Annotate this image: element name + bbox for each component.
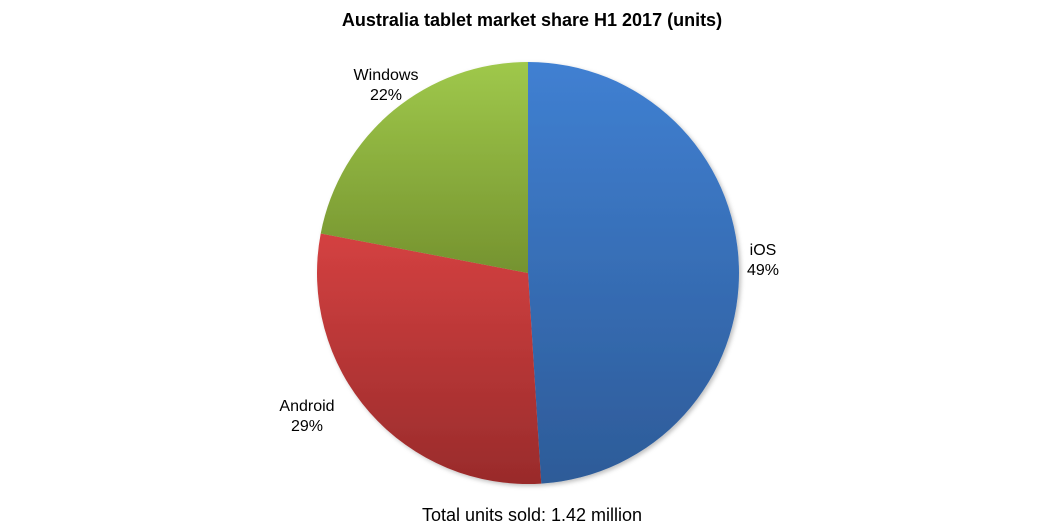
pie-slice-ios (528, 62, 740, 484)
slice-value-windows: 22% (370, 87, 402, 104)
slice-label-ios: iOS (750, 242, 777, 259)
pie-slice-windows (320, 62, 528, 273)
pie-slice-android (317, 233, 542, 484)
chart-title: Australia tablet market share H1 2017 (u… (341, 10, 723, 30)
slice-label-windows: Windows (354, 67, 419, 84)
slice-label-android: Android (279, 398, 334, 415)
slice-value-ios: 49% (747, 262, 779, 279)
slice-value-android: 29% (291, 418, 323, 435)
chart-footer: Total units sold: 1.42 million (421, 505, 643, 525)
